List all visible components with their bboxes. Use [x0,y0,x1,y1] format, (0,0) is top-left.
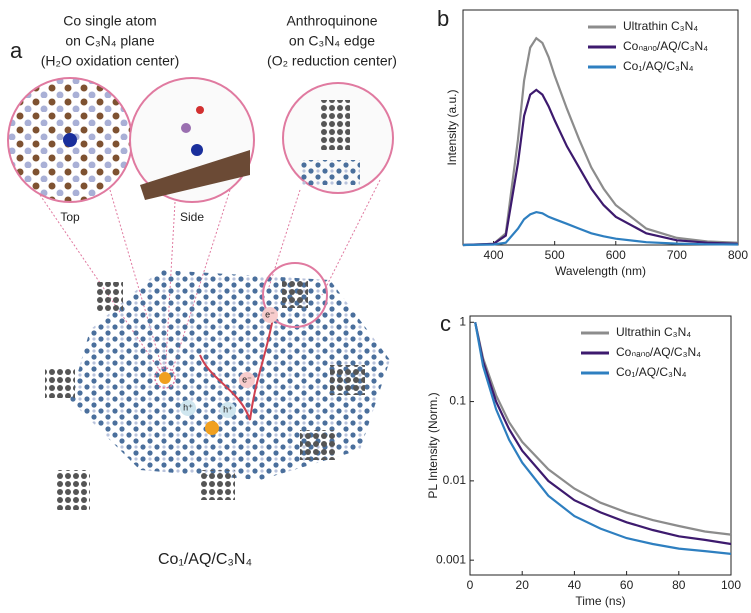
transfer-path [199,317,274,421]
x-tick-label: 100 [721,578,741,592]
callout-text: on C₃N₄ plane [65,33,154,49]
callout-text: (O₂ reduction center) [267,53,397,69]
x-tick-label: 20 [516,578,530,592]
callout-text: Anthroquinone [286,13,377,29]
legend-label: Co₁/AQ/C₃N₄ [616,365,687,379]
x-tick-label: 600 [606,248,626,262]
panel-label: b [437,6,449,31]
co-atom [63,133,77,147]
series-line [474,322,732,555]
x-tick-label: 0 [467,578,474,592]
aq-molecule [320,100,350,150]
atom [181,123,191,133]
series-line [474,322,732,546]
x-axis-label: Wavelength (nm) [555,264,646,278]
edge [300,160,360,185]
x-tick-label: 400 [484,248,504,262]
legend-label: Ultrathin C₃N₄ [623,19,698,33]
y-tick-label: 0.001 [436,552,466,566]
co-highlight [154,367,176,389]
x-tick-label: 500 [545,248,565,262]
panel-label: a [10,38,23,63]
panel-label: c [440,311,451,336]
charge-label: h⁺ [223,404,233,414]
series-line [462,88,739,247]
y-tick-label: 0.01 [443,473,467,487]
charge [220,402,236,418]
view-label: Side [180,210,204,224]
photon [205,421,219,435]
charge-label: h⁺ [183,402,193,412]
legend-label: Ultrathin C₃N₄ [616,325,691,339]
caption: Co₁/AQ/C₃N₄ [158,551,252,568]
edge-highlight [262,262,328,328]
y-axis-label: PL Intensity (Norm.) [426,392,440,498]
x-tick-label: 800 [728,248,748,262]
callout-text: Co single atom [63,13,156,29]
y-tick-label: 0.1 [449,394,466,408]
plot-frame [469,315,732,576]
series-line [462,36,739,247]
x-tick-label: 60 [620,578,634,592]
x-tick-label: 40 [568,578,582,592]
co-atom [191,144,203,156]
charge [239,372,255,388]
callout-text: on C₃N₄ edge [289,33,375,49]
atom [196,106,204,114]
slab [140,150,250,200]
aq-clusters [45,280,365,510]
x-tick-label: 700 [667,248,687,262]
legend-label: Co₁/AQ/C₃N₄ [623,59,694,73]
charge-label: e⁻ [242,374,252,384]
charge [180,400,196,416]
photon [159,372,171,384]
charge [262,307,278,323]
legend-label: Coₙₐₙₒ/AQ/C₃N₄ [623,39,708,53]
y-axis-label: Intensity (a.u.) [445,89,459,165]
series-line [474,322,732,536]
callout-text: (H₂O oxidation center) [41,53,180,69]
legend-label: Coₙₐₙₒ/AQ/C₃N₄ [616,345,701,359]
charge-label: e⁻ [265,309,275,319]
plot-frame [462,9,739,246]
view-label: Top [60,210,80,224]
x-tick-label: 80 [672,578,686,592]
x-axis-label: Time (ns) [575,594,625,608]
y-tick-label: 1 [459,314,466,328]
series-line [462,210,739,247]
